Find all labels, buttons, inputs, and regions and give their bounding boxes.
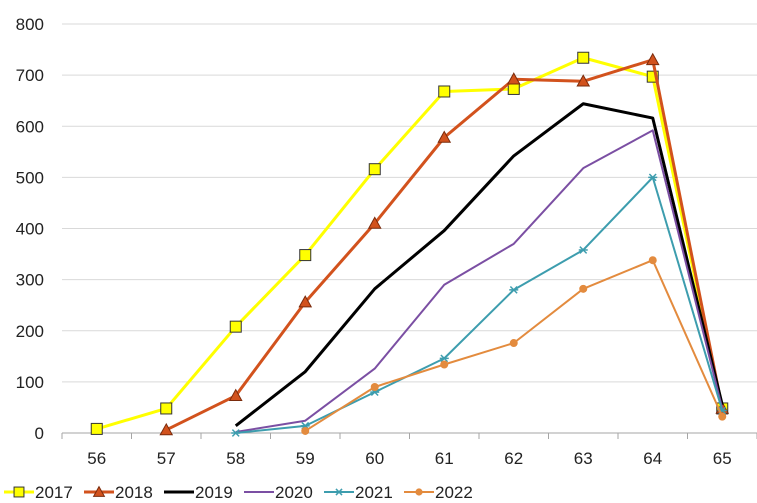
data-point-2021	[578, 246, 588, 254]
data-point-2018	[159, 422, 174, 436]
legend-marker-2022	[415, 488, 423, 496]
data-point-2021	[509, 285, 519, 294]
data-point-2021	[439, 354, 449, 363]
y-axis: 0 100 200 300 400 500 600 700 800	[16, 15, 44, 443]
series-2017	[90, 51, 729, 435]
data-point-2021	[648, 173, 658, 182]
y-tick-label: 800	[16, 15, 44, 34]
x-tick-label: 59	[296, 449, 315, 468]
legend: 2017 2018 2019 2020 2021 2022	[4, 483, 473, 502]
x-axis: 56 57 58 59 60 61 62 63 64 65	[61, 432, 757, 468]
legend-label-2020: 2020	[275, 483, 313, 502]
x-tick-label: 64	[643, 449, 662, 468]
legend-item-2019: 2019	[164, 483, 233, 502]
series-2022	[301, 256, 727, 435]
series-line-2019	[234, 102, 724, 428]
x-tick-label: 62	[504, 449, 523, 468]
data-point-2017	[160, 402, 173, 415]
data-point-2022	[370, 382, 379, 391]
data-point-2017	[438, 85, 451, 98]
legend-marker-2017	[13, 486, 25, 498]
x-tick-label: 63	[574, 449, 593, 468]
x-tick-label: 65	[713, 449, 732, 468]
x-tick-label: 60	[365, 449, 384, 468]
series-group	[90, 51, 730, 437]
data-point-2018	[298, 295, 313, 308]
y-tick-label: 300	[16, 271, 44, 290]
x-tick-label: 58	[226, 449, 245, 468]
series-2020	[235, 129, 724, 433]
data-point-2018	[645, 52, 660, 66]
data-point-2022	[301, 426, 310, 435]
series-2018	[159, 52, 730, 436]
legend-item-2017: 2017	[4, 483, 73, 502]
legend-label-2019: 2019	[195, 483, 233, 502]
data-point-2018	[228, 388, 243, 401]
y-tick-label: 700	[16, 66, 44, 85]
y-tick-label: 600	[16, 117, 44, 136]
legend-marker-2018	[92, 485, 106, 497]
y-tick-label: 500	[16, 168, 44, 187]
data-point-2017	[507, 82, 520, 95]
legend-item-2021: 2021	[324, 483, 393, 502]
series-line-2017	[96, 56, 724, 431]
series-line-2021	[235, 176, 724, 434]
data-point-2017	[368, 163, 381, 176]
y-tick-label: 400	[16, 220, 44, 239]
data-point-2021	[231, 429, 241, 437]
legend-label-2018: 2018	[115, 483, 153, 502]
legend-item-2018: 2018	[84, 483, 153, 502]
x-tick-label: 57	[157, 449, 176, 468]
data-point-2017	[646, 70, 659, 83]
legend-marker-2021	[334, 488, 344, 496]
data-point-2017	[577, 51, 590, 64]
y-tick-label: 200	[16, 322, 44, 341]
data-point-2018	[506, 72, 521, 85]
data-point-2022	[718, 412, 727, 421]
data-point-2017	[299, 249, 312, 262]
legend-item-2022: 2022	[404, 483, 473, 502]
series-2019	[234, 102, 724, 428]
data-point-2017	[229, 320, 242, 333]
legend-item-2020: 2020	[244, 483, 313, 502]
legend-label-2022: 2022	[435, 483, 473, 502]
legend-label-2021: 2021	[355, 483, 393, 502]
y-tick-label: 100	[16, 373, 44, 392]
data-point-2022	[440, 360, 449, 369]
x-tick-label: 56	[87, 449, 106, 468]
y-tick-label: 0	[35, 424, 44, 443]
data-point-2022	[509, 339, 518, 348]
series-line-2020	[235, 129, 724, 433]
gridlines	[62, 23, 757, 383]
legend-label-2017: 2017	[35, 483, 73, 502]
data-point-2022	[648, 256, 657, 265]
data-point-2017	[90, 422, 103, 435]
data-point-2018	[576, 74, 591, 87]
data-point-2018	[367, 216, 382, 229]
data-point-2018	[437, 130, 452, 143]
data-point-2022	[579, 284, 588, 293]
x-tick-label: 61	[435, 449, 454, 468]
